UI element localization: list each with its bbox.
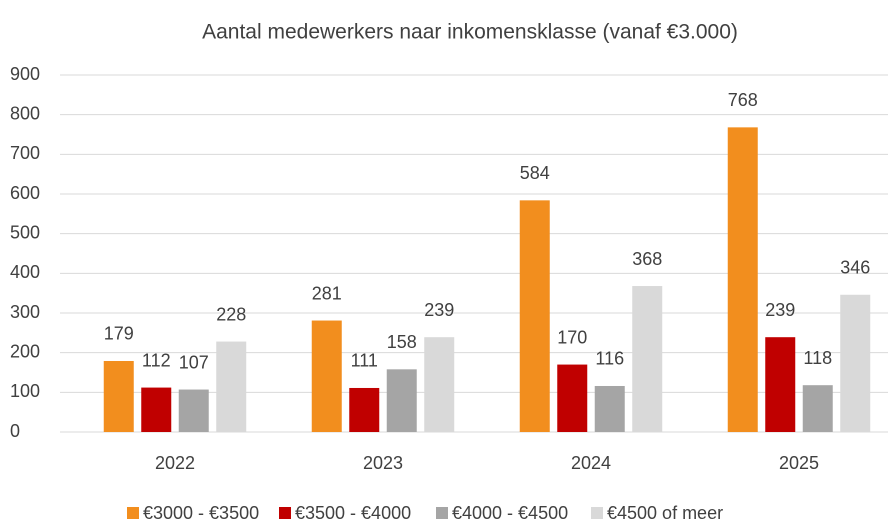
data-label: 368 xyxy=(632,249,662,269)
bar xyxy=(103,360,134,432)
bar xyxy=(802,385,833,432)
bar xyxy=(557,364,588,432)
bar xyxy=(594,385,625,432)
bar xyxy=(216,341,247,432)
bar xyxy=(178,389,209,432)
x-tick-label: 2024 xyxy=(571,453,611,473)
y-tick-label: 700 xyxy=(10,143,40,163)
x-tick-label: 2025 xyxy=(779,453,819,473)
data-label: 239 xyxy=(765,300,795,320)
data-label: 239 xyxy=(424,300,454,320)
data-label: 118 xyxy=(803,348,832,368)
x-tick-label: 2023 xyxy=(363,453,403,473)
data-label: 111 xyxy=(351,351,378,371)
y-tick-label: 600 xyxy=(10,183,40,203)
bar xyxy=(424,337,455,432)
data-label: 228 xyxy=(216,304,246,324)
legend-label: €4000 - €4500 xyxy=(452,503,568,523)
bar xyxy=(519,200,550,432)
legend-label: €3000 - €3500 xyxy=(143,503,259,523)
data-label: 158 xyxy=(387,332,417,352)
y-tick-label: 0 xyxy=(10,421,20,441)
bar xyxy=(349,387,380,432)
data-label: 179 xyxy=(104,324,134,344)
y-tick-label: 100 xyxy=(10,381,40,401)
y-tick-label: 300 xyxy=(10,302,40,322)
data-label: 346 xyxy=(840,258,870,278)
data-label: 116 xyxy=(595,349,624,369)
y-tick-label: 200 xyxy=(10,341,40,361)
data-label: 170 xyxy=(557,327,587,347)
legend-swatch xyxy=(591,507,603,519)
y-tick-label: 400 xyxy=(10,262,40,282)
data-label: 112 xyxy=(142,350,171,370)
data-label: 584 xyxy=(520,163,550,183)
bar xyxy=(632,286,663,432)
bar xyxy=(386,369,417,432)
chart-title: Aantal medewerkers naar inkomensklasse (… xyxy=(202,21,738,44)
y-tick-label: 800 xyxy=(10,103,40,123)
data-label: 768 xyxy=(728,90,758,110)
data-label: 107 xyxy=(179,352,209,372)
legend-swatch xyxy=(127,507,139,519)
bar xyxy=(727,127,758,433)
y-tick-label: 900 xyxy=(10,64,40,84)
data-label: 281 xyxy=(312,283,342,303)
bar xyxy=(765,337,796,432)
legend-swatch xyxy=(436,507,448,519)
x-tick-label: 2022 xyxy=(155,453,195,473)
legend-swatch xyxy=(279,507,291,519)
bar xyxy=(141,387,172,432)
bar xyxy=(840,294,871,432)
y-tick-label: 500 xyxy=(10,222,40,242)
bar xyxy=(311,320,342,432)
legend-label: €3500 - €4000 xyxy=(295,503,411,523)
legend-label: €4500 of meer xyxy=(607,503,723,523)
